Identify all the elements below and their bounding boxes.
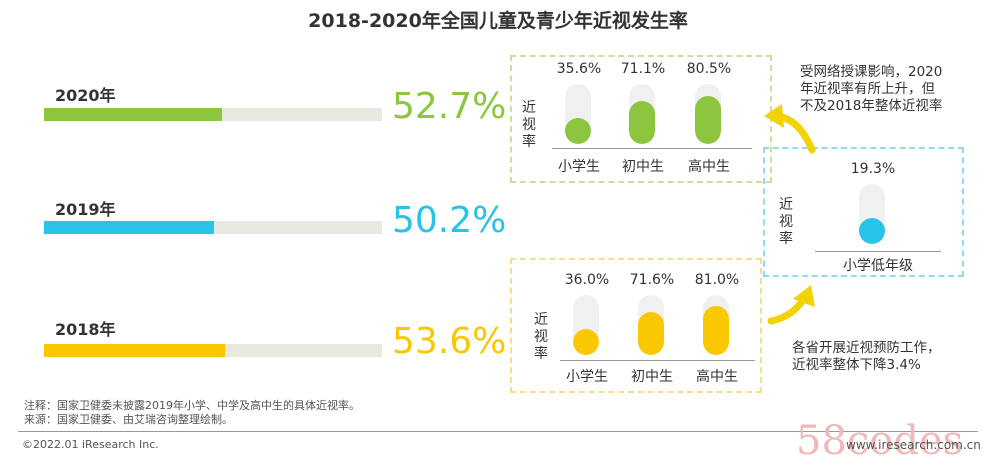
copyright-text: ©2022.01 iResearch Inc. bbox=[22, 438, 159, 451]
category-label: 小学低年级 bbox=[843, 258, 913, 274]
bar-track-2019 bbox=[44, 221, 382, 234]
capsule-track bbox=[859, 184, 885, 244]
curved-arrow-up-icon bbox=[764, 104, 816, 154]
capsule-value: 81.0% bbox=[694, 272, 740, 288]
bar-2018 bbox=[44, 344, 226, 357]
capsule-baseline bbox=[552, 148, 752, 149]
capsule-box-2018: 近视率 36.0% 71.6% 81.0% 小学生 初中生 高中生 bbox=[510, 258, 762, 393]
year-label-2020: 2020年 bbox=[55, 86, 116, 105]
capsule-value: 71.6% bbox=[629, 272, 675, 288]
capsule-track bbox=[703, 295, 729, 355]
capsule-bar bbox=[565, 118, 591, 144]
curved-arrow-right-icon bbox=[767, 285, 815, 325]
capsule-track bbox=[629, 84, 655, 144]
year-label-2019: 2019年 bbox=[55, 200, 116, 219]
capsule-track bbox=[638, 295, 664, 355]
capsule-bar bbox=[703, 306, 729, 355]
category-label: 初中生 bbox=[622, 159, 664, 175]
capsule-value: 80.5% bbox=[686, 61, 732, 77]
website-text: www.iresearch.com.cn bbox=[846, 438, 981, 452]
capsule-baseline bbox=[560, 360, 755, 361]
value-label-2019: 50.2% bbox=[392, 200, 507, 241]
axis-label-rate: 近视率 bbox=[534, 312, 548, 362]
bar-track-2020 bbox=[44, 108, 382, 121]
source-text: 来源：国家卫健委、由艾瑞咨询整理绘制。 bbox=[24, 413, 233, 426]
capsule-box-lower-primary: 近视率 19.3% 小学低年级 bbox=[763, 147, 964, 277]
category-label: 高中生 bbox=[688, 159, 730, 175]
capsule-bar bbox=[638, 312, 664, 355]
category-label: 小学生 bbox=[558, 159, 600, 175]
axis-label-rate: 近视率 bbox=[779, 197, 793, 247]
capsule-baseline bbox=[815, 251, 941, 252]
capsule-bar bbox=[629, 101, 655, 144]
capsule-value: 36.0% bbox=[564, 272, 610, 288]
capsule-bar bbox=[695, 95, 721, 144]
capsule-value: 71.1% bbox=[620, 61, 666, 77]
capsule-bar bbox=[859, 218, 885, 244]
capsule-bar bbox=[573, 329, 599, 355]
year-label-2018: 2018年 bbox=[55, 320, 116, 339]
chart-title: 2018-2020年全国儿童及青少年近视发生率 bbox=[308, 10, 688, 32]
bar-2019 bbox=[44, 221, 214, 234]
capsule-value: 19.3% bbox=[850, 161, 896, 177]
bar-2020 bbox=[44, 108, 223, 121]
capsule-track bbox=[695, 84, 721, 144]
annotation-bottom: 各省开展近视预防工作， 近视率整体下降3.4% bbox=[792, 340, 941, 373]
axis-label-rate: 近视率 bbox=[522, 100, 536, 150]
capsule-track bbox=[573, 295, 599, 355]
bar-track-2018 bbox=[44, 344, 382, 357]
category-label: 初中生 bbox=[631, 369, 673, 385]
annotation-top: 受网络授课影响，2020 年近视率有所上升，但 不及2018年整体近视率 bbox=[800, 64, 943, 114]
watermark-logo: 58codes bbox=[796, 418, 964, 464]
category-label: 小学生 bbox=[566, 369, 608, 385]
capsule-value: 35.6% bbox=[556, 61, 602, 77]
footer-divider bbox=[18, 431, 978, 432]
capsule-track bbox=[565, 84, 591, 144]
note-text: 注释：国家卫健委未披露2019年小学、中学及高中生的具体近视率。 bbox=[24, 399, 360, 412]
capsule-box-2020: 近视率 35.6% 71.1% 80.5% 小学生 初中生 高中生 bbox=[510, 55, 772, 183]
value-label-2020: 52.7% bbox=[392, 86, 507, 127]
category-label: 高中生 bbox=[696, 369, 738, 385]
value-label-2018: 53.6% bbox=[392, 321, 507, 362]
